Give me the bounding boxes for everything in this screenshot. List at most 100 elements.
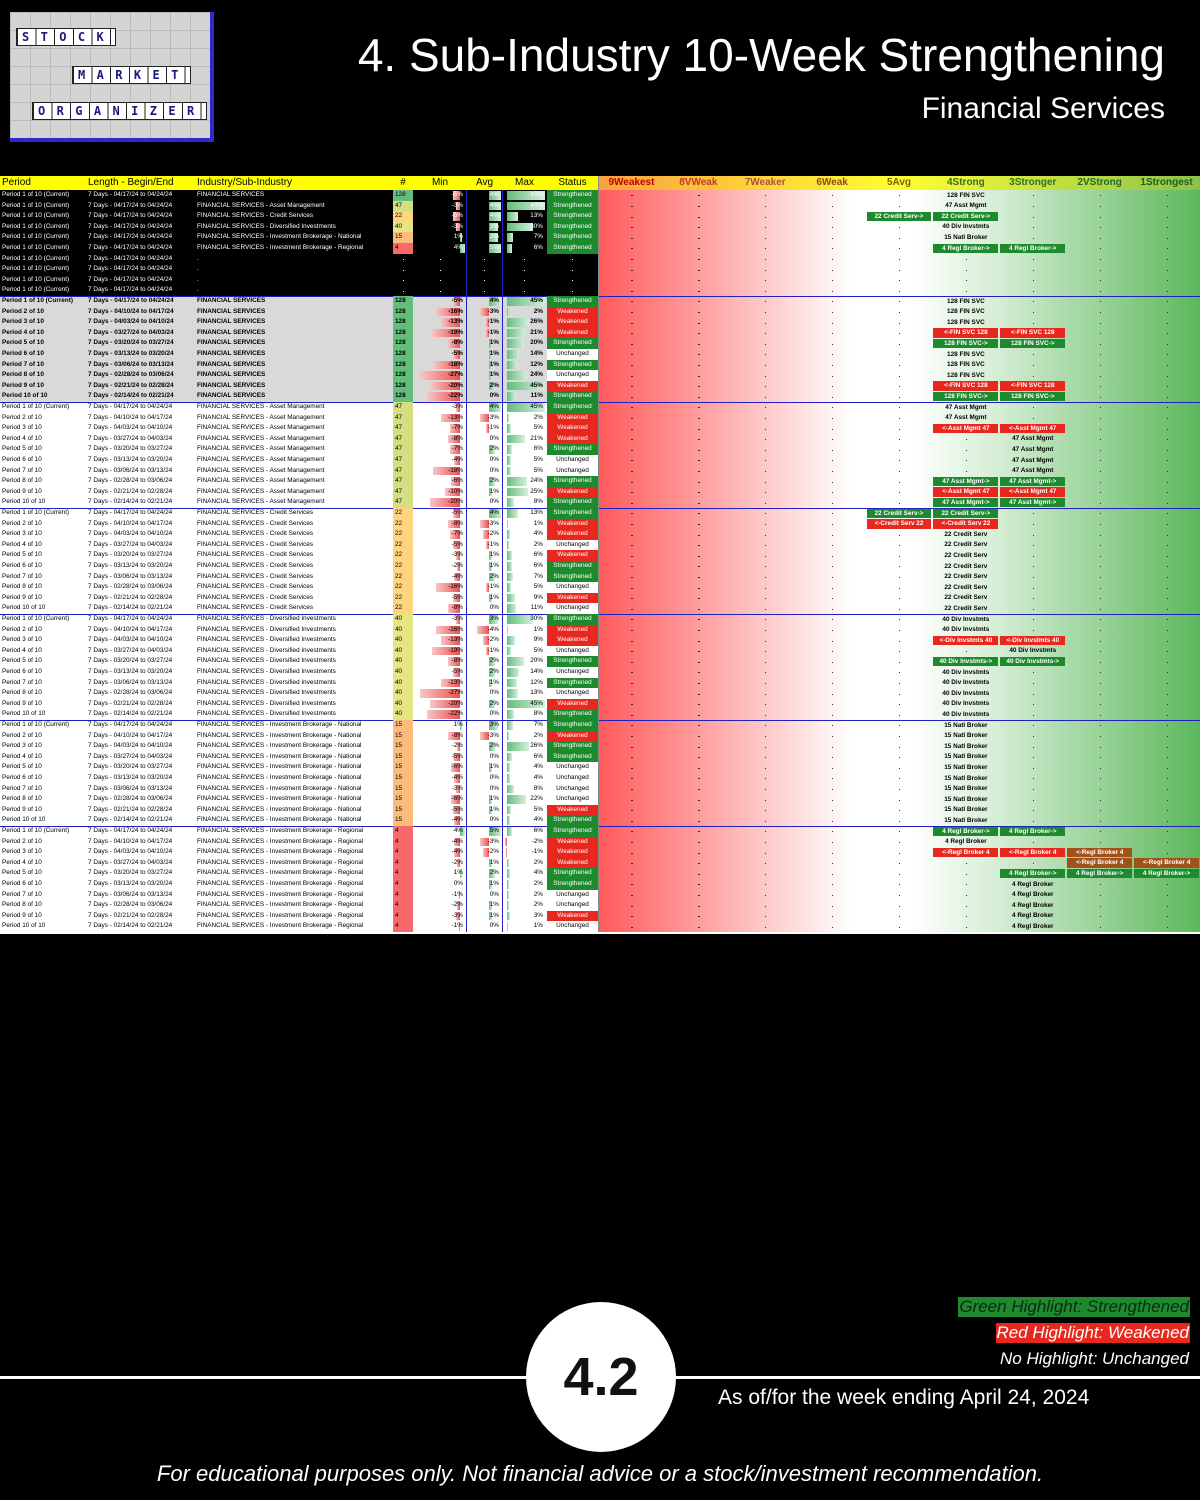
rating-dot bbox=[899, 566, 901, 568]
rating-dot bbox=[765, 417, 767, 420]
rating-dot bbox=[698, 693, 700, 695]
rating-label: 4 Regl Broker bbox=[1011, 891, 1054, 899]
value-bar bbox=[489, 222, 498, 232]
rating-dot bbox=[631, 439, 633, 441]
rating-label: 4 Regl Broker bbox=[945, 838, 987, 846]
cell-ind: FINANCIAL SERVICES - Asset Management bbox=[197, 456, 325, 463]
rating-dot bbox=[965, 873, 968, 875]
rating-dot bbox=[765, 333, 767, 335]
count-bg bbox=[393, 741, 413, 752]
cell-n: 4 bbox=[395, 837, 399, 845]
rating-dot bbox=[631, 714, 633, 716]
cell-min: -18% bbox=[448, 466, 463, 474]
cell-p: Period 4 of 10 bbox=[2, 858, 42, 866]
value-bar bbox=[455, 222, 460, 232]
cell-p: Period 1 of 10 (Current) bbox=[2, 233, 70, 241]
rating-label: 22 Credit Serv bbox=[944, 583, 988, 591]
cell-len: 7 Days - 04/17/24 to 04/24/24 bbox=[88, 615, 173, 622]
cell-min: -7% bbox=[451, 424, 463, 432]
rating-dot bbox=[698, 205, 700, 208]
rating-dot bbox=[1099, 841, 1101, 844]
cell-n: 15 bbox=[395, 731, 403, 739]
value-bar bbox=[507, 498, 514, 507]
cell-len: 7 Days - 02/28/24 to 03/06/24 bbox=[88, 689, 173, 697]
cell-len: 7 Days - 02/14/24 to 02/21/24 bbox=[88, 498, 173, 506]
cell-max: 5% bbox=[533, 424, 543, 432]
cell-n: 40 bbox=[395, 625, 403, 633]
rating-dot bbox=[1099, 746, 1101, 748]
count-bg bbox=[393, 667, 413, 678]
rating-dot bbox=[899, 195, 901, 197]
rating-dot bbox=[965, 449, 968, 451]
rating-dot bbox=[631, 513, 633, 515]
column-header: Status bbox=[558, 177, 587, 188]
cell-n: 4 bbox=[395, 244, 399, 251]
rating-dot bbox=[698, 492, 700, 494]
rating-dot bbox=[631, 916, 633, 918]
cell-max: 5% bbox=[533, 805, 543, 813]
rating-dot bbox=[832, 269, 834, 271]
value-bar bbox=[419, 371, 460, 380]
rating-dot bbox=[899, 227, 901, 229]
rating-dot bbox=[765, 205, 767, 208]
value-bar bbox=[452, 805, 460, 815]
cell-avg: 1% bbox=[489, 371, 499, 379]
value-bar bbox=[449, 530, 460, 539]
cell-min: -8% bbox=[451, 434, 463, 442]
cell-max: 2% bbox=[533, 858, 543, 866]
rating-dot bbox=[698, 333, 700, 335]
rating-dot bbox=[1166, 248, 1168, 250]
cell-ind: FINANCIAL SERVICES - Credit Services bbox=[197, 604, 314, 612]
rating-dot bbox=[1032, 364, 1034, 367]
cell-ind: FINANCIAL SERVICES - Asset Management bbox=[197, 477, 325, 485]
cell-max: 4% bbox=[533, 816, 543, 824]
rating-dot bbox=[1032, 629, 1034, 632]
status-bg bbox=[547, 550, 598, 561]
cell-min: -27% bbox=[448, 689, 463, 697]
rating-dot bbox=[1099, 216, 1101, 218]
cell-status: Strengthened bbox=[553, 477, 592, 485]
cell-max: 7% bbox=[533, 233, 543, 241]
value-bar bbox=[507, 678, 518, 688]
rating-dot bbox=[899, 439, 901, 441]
rating-dot bbox=[698, 810, 700, 812]
rating-dot bbox=[765, 301, 767, 303]
rating-dot bbox=[765, 661, 767, 663]
count-bg bbox=[393, 359, 413, 371]
count-bg bbox=[393, 486, 413, 498]
rating-dot bbox=[899, 788, 901, 791]
cell-p: Period 1 of 10 (Current) bbox=[2, 212, 70, 220]
cell-status: Strengthened bbox=[553, 742, 592, 750]
rating-dot bbox=[1032, 237, 1034, 239]
rating-label: 22 Credit Serv bbox=[944, 573, 988, 581]
rating-dot bbox=[1166, 513, 1168, 515]
status-bg bbox=[547, 423, 598, 434]
cell-max: 9% bbox=[533, 636, 543, 644]
cell-max: 1% bbox=[533, 625, 543, 633]
rating-dot bbox=[1166, 704, 1168, 706]
value-bar bbox=[454, 837, 460, 847]
value-bar bbox=[489, 297, 501, 306]
rating-dot bbox=[1166, 820, 1168, 822]
rating-label: 15 Natl Broker bbox=[944, 732, 988, 740]
cell-len: 7 Days - 04/10/24 to 04/17/24 bbox=[88, 307, 174, 315]
cell-ind: FINANCIAL SERVICES bbox=[197, 191, 265, 198]
rating-label: 40 Div Invstmts bbox=[942, 689, 990, 697]
rating-dot bbox=[765, 831, 767, 833]
cell-min: 1% bbox=[453, 869, 463, 877]
cell-len: 7 Days - 04/03/24 to 04/10/24 bbox=[88, 318, 174, 326]
rating-dot bbox=[832, 513, 834, 515]
rating-dot bbox=[631, 258, 633, 261]
cell-status: Weakened bbox=[557, 593, 588, 601]
rating-dot bbox=[698, 746, 700, 748]
rating-dot bbox=[698, 704, 700, 706]
rating-dot bbox=[1032, 863, 1034, 865]
rating-dot bbox=[765, 788, 767, 791]
value-bar bbox=[480, 837, 489, 847]
rating-dot bbox=[698, 799, 700, 801]
value-bar bbox=[507, 890, 509, 900]
cell-avg: 1% bbox=[489, 880, 499, 887]
rating-dot bbox=[765, 460, 767, 462]
value-bar bbox=[440, 636, 460, 645]
rating-dot bbox=[765, 470, 767, 473]
